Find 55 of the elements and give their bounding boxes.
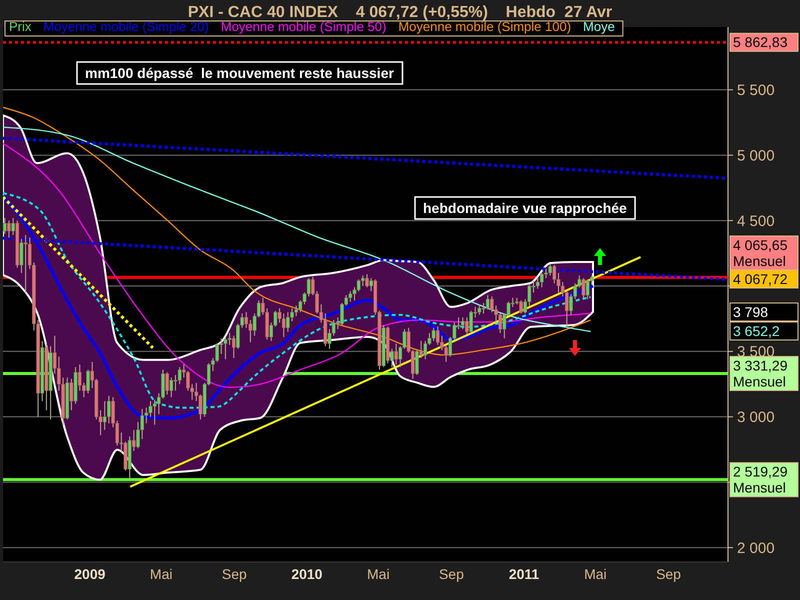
candlestick: [224, 336, 228, 360]
candlestick: [165, 372, 169, 396]
x-tick-label: Sep: [222, 566, 248, 582]
candlestick: [7, 220, 11, 238]
text: Prix: [9, 19, 32, 34]
text: Moyenne mobile (Simple 20): [43, 19, 209, 34]
candlestick: [540, 272, 544, 288]
x-tick-label: Mai: [150, 566, 172, 582]
annotation: mm100 dépassé le mouvement reste haussier: [85, 64, 394, 81]
chart-title: PXI - CAC 40 INDEX 4 067,72 (+0,55%) Hebdo 27 Avr: [188, 4, 612, 21]
candlestick: [365, 274, 369, 288]
ref-line-label: 5 862,83: [733, 34, 788, 50]
ref-line-label: 2 519,29 Mensuel: [733, 464, 788, 496]
candlestick: [586, 278, 590, 300]
candlestick: [286, 312, 290, 332]
y-tick-label: 2 000: [737, 540, 775, 557]
x-tick-label: 2011: [508, 566, 540, 582]
candlestick: [3, 217, 7, 234]
x-tick-label: Sep: [438, 566, 464, 582]
y-tick-label: 4 500: [737, 212, 775, 230]
ref-line-label: 4 065,65 Mensuel: [733, 236, 788, 269]
candlestick: [294, 305, 298, 317]
candlestick: [432, 327, 436, 342]
text: Moyenne mobile (Simple 100): [398, 19, 572, 34]
candlestick: [423, 340, 428, 360]
text: Moye: [583, 19, 615, 34]
text: 4 067,72: [733, 270, 788, 287]
candlestick: [282, 312, 286, 338]
text: Moyenne mobile (Simple 50): [220, 19, 386, 34]
candlestick: [486, 294, 490, 310]
y-tick-label: 5 000: [737, 147, 775, 164]
candlestick: [324, 312, 328, 347]
x-tick-label: 2009: [74, 566, 106, 582]
candlestick: [24, 234, 28, 294]
candlestick: [582, 278, 586, 300]
text: 3 652,2: [733, 322, 780, 339]
x-tick-label: Mai: [584, 566, 607, 582]
text: 3 798: [733, 304, 768, 320]
y-tick-label: 5 500: [737, 82, 775, 100]
candlestick: [519, 300, 523, 314]
candlestick: [436, 326, 440, 346]
x-tick-label: Mai: [367, 566, 390, 582]
x-tick-label: 2010: [291, 566, 323, 582]
candlestick: [244, 312, 248, 328]
candlestick: [498, 312, 502, 334]
candlestick: [152, 399, 156, 426]
candlestick: [394, 343, 398, 365]
x-tick-label: Sep: [656, 566, 682, 582]
annotation: hebdomadaire vue rapprochée: [423, 200, 628, 216]
candlestick: [460, 316, 465, 330]
candlestick: [469, 310, 473, 334]
ref-line-label: 3 331,29 Mensuel: [733, 357, 788, 390]
y-tick-label: 3 000: [737, 409, 775, 426]
candlestick: [478, 304, 482, 316]
candlestick: [107, 395, 111, 424]
